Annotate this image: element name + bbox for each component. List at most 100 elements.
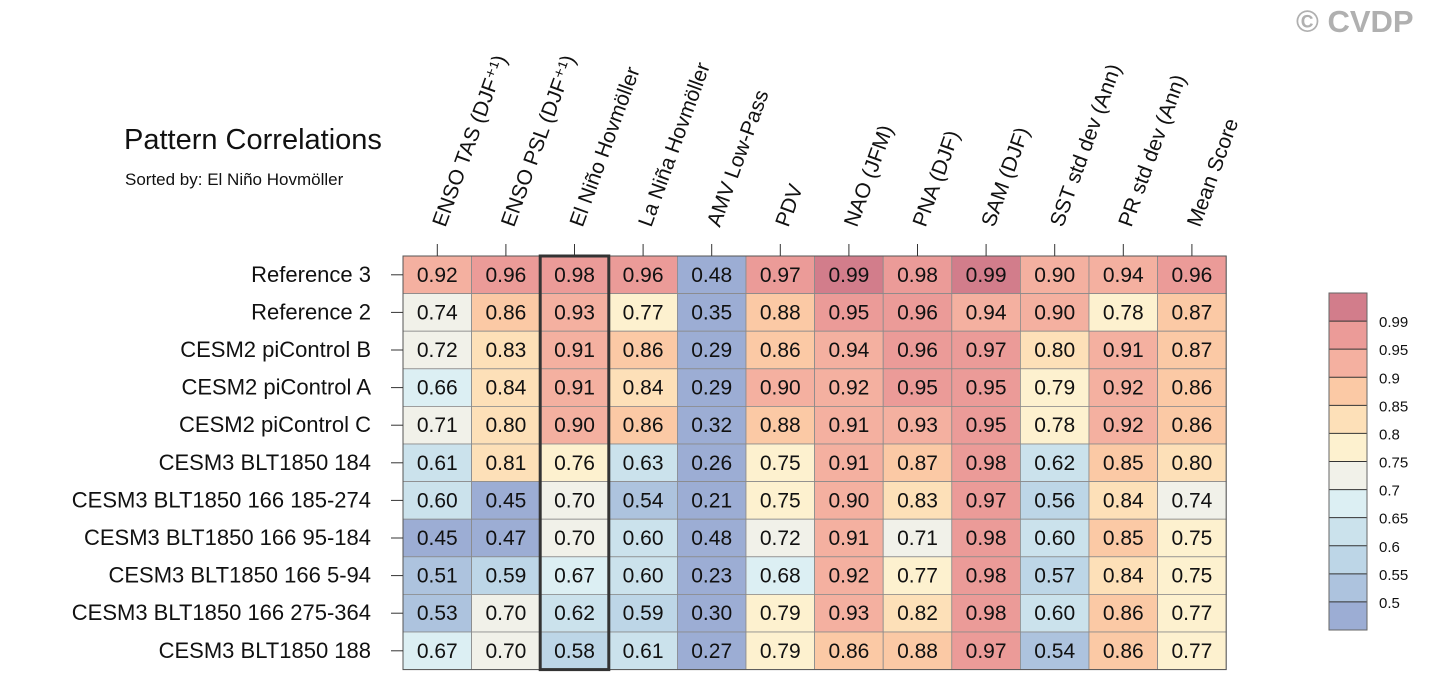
heatmap-cell bbox=[882, 255, 953, 294]
cell-value-label: 0.56 bbox=[1034, 489, 1075, 512]
heatmap-cell bbox=[1020, 631, 1090, 670]
cell-value-label: 0.90 bbox=[1034, 301, 1075, 324]
column-label: La Niña Hovmöller bbox=[634, 60, 715, 230]
colorbar-segment bbox=[1329, 405, 1367, 434]
cell-value-label: 0.79 bbox=[1034, 377, 1075, 400]
cell-value-label: 0.70 bbox=[485, 602, 526, 625]
cell-value-label: 0.91 bbox=[828, 527, 869, 550]
heatmap-cell bbox=[471, 368, 541, 407]
cell-value-label: 0.86 bbox=[1103, 602, 1144, 625]
heatmap-cell bbox=[1088, 368, 1158, 407]
cell-value-label: 0.84 bbox=[485, 377, 526, 400]
cell-value-label: 0.97 bbox=[966, 489, 1007, 512]
colorbar-tick-label: 0.7 bbox=[1379, 483, 1400, 500]
heatmap-cell bbox=[814, 293, 884, 332]
cell-value-label: 0.63 bbox=[623, 452, 664, 475]
cell-value-label: 0.53 bbox=[417, 602, 458, 625]
row-label: CESM3 BLT1850 166 5-94 bbox=[108, 563, 371, 588]
cell-value-label: 0.35 bbox=[691, 301, 732, 324]
heatmap-cell bbox=[951, 330, 1021, 370]
cell-value-label: 0.51 bbox=[417, 565, 458, 588]
cell-value-label: 0.60 bbox=[623, 527, 664, 550]
colorbar-tick-label: 0.9 bbox=[1379, 370, 1400, 387]
cell-value-label: 0.98 bbox=[554, 264, 595, 287]
heatmap-cell bbox=[539, 556, 610, 595]
cell-value-label: 0.95 bbox=[966, 377, 1007, 400]
heatmap-cell bbox=[1157, 518, 1227, 558]
heatmap-cell bbox=[1020, 443, 1090, 482]
heatmap-cell bbox=[951, 594, 1021, 633]
cell-value-label: 0.95 bbox=[828, 301, 869, 324]
heatmap-cell bbox=[677, 443, 747, 482]
cell-value-label: 0.71 bbox=[417, 414, 458, 437]
cell-value-label: 0.87 bbox=[1171, 339, 1212, 362]
cell-value-label: 0.70 bbox=[554, 527, 595, 550]
cell-value-label: 0.84 bbox=[623, 377, 664, 400]
cell-value-label: 0.91 bbox=[1103, 339, 1144, 362]
cell-value-label: 0.94 bbox=[1103, 264, 1144, 287]
heatmap-cell bbox=[608, 556, 678, 595]
colorbar-segment bbox=[1329, 377, 1367, 406]
column-label: PDV bbox=[771, 181, 807, 229]
heatmap-cell bbox=[882, 518, 953, 558]
heatmap-cell bbox=[608, 518, 678, 558]
heatmap-cell bbox=[402, 443, 472, 482]
cell-value-label: 0.27 bbox=[691, 640, 732, 663]
cell-value-label: 0.70 bbox=[554, 489, 595, 512]
cell-value-label: 0.59 bbox=[485, 565, 526, 588]
heatmap-cell bbox=[1157, 405, 1227, 445]
cell-value-label: 0.32 bbox=[691, 414, 732, 437]
cell-value-label: 0.91 bbox=[554, 377, 595, 400]
cell-value-label: 0.66 bbox=[417, 377, 458, 400]
cell-value-label: 0.91 bbox=[828, 452, 869, 475]
colorbar-segment bbox=[1329, 517, 1367, 546]
cell-value-label: 0.54 bbox=[1034, 640, 1075, 663]
heatmap-cell bbox=[951, 443, 1021, 482]
cell-value-label: 0.48 bbox=[691, 527, 732, 550]
cell-value-label: 0.61 bbox=[623, 640, 664, 663]
heatmap-cell bbox=[745, 293, 815, 332]
cell-value-label: 0.92 bbox=[828, 377, 869, 400]
cell-value-label: 0.76 bbox=[554, 452, 595, 475]
cell-value-label: 0.59 bbox=[623, 602, 664, 625]
cell-value-label: 0.99 bbox=[966, 264, 1007, 287]
chart-subtitle: Sorted by: El Niño Hovmöller bbox=[125, 170, 344, 189]
cell-value-label: 0.48 bbox=[691, 264, 732, 287]
cell-value-label: 0.90 bbox=[828, 489, 869, 512]
cell-value-label: 0.95 bbox=[897, 377, 938, 400]
column-label: PNA (DJF) bbox=[909, 128, 965, 230]
cell-value-label: 0.98 bbox=[966, 565, 1007, 588]
column-label: NAO (JFM) bbox=[840, 122, 898, 230]
cell-value-label: 0.91 bbox=[554, 339, 595, 362]
cell-value-label: 0.98 bbox=[966, 602, 1007, 625]
row-label: CESM3 BLT1850 188 bbox=[159, 638, 371, 663]
heatmap-cell bbox=[402, 330, 472, 370]
colorbar-tick-label: 0.99 bbox=[1379, 314, 1408, 331]
cell-value-label: 0.72 bbox=[760, 527, 801, 550]
cell-value-label: 0.45 bbox=[417, 527, 458, 550]
cell-value-label: 0.94 bbox=[828, 339, 869, 362]
heatmap-cell bbox=[814, 368, 884, 407]
cell-value-label: 0.88 bbox=[760, 414, 801, 437]
cell-value-label: 0.96 bbox=[623, 264, 664, 287]
heatmap-cell bbox=[1157, 481, 1227, 520]
cell-value-label: 0.58 bbox=[554, 640, 595, 663]
heatmap-cell bbox=[882, 405, 953, 445]
cell-value-label: 0.97 bbox=[966, 640, 1007, 663]
heatmap-cell bbox=[951, 518, 1021, 558]
heatmap-cell bbox=[608, 405, 678, 445]
cell-value-label: 0.88 bbox=[897, 640, 938, 663]
cell-value-label: 0.60 bbox=[1034, 527, 1075, 550]
heatmap-cell bbox=[951, 631, 1021, 670]
cell-value-label: 0.90 bbox=[554, 414, 595, 437]
cell-value-label: 0.71 bbox=[897, 527, 938, 550]
heatmap-cell bbox=[677, 518, 747, 558]
cell-value-label: 0.75 bbox=[1171, 565, 1212, 588]
heatmap-cell bbox=[745, 368, 815, 407]
row-label: CESM3 BLT1850 166 95-184 bbox=[84, 525, 371, 550]
heatmap-cell bbox=[1088, 443, 1158, 482]
cell-value-label: 0.21 bbox=[691, 489, 732, 512]
cell-value-label: 0.86 bbox=[1171, 414, 1212, 437]
cell-value-label: 0.98 bbox=[966, 452, 1007, 475]
colorbar-tick-label: 0.55 bbox=[1379, 567, 1408, 584]
